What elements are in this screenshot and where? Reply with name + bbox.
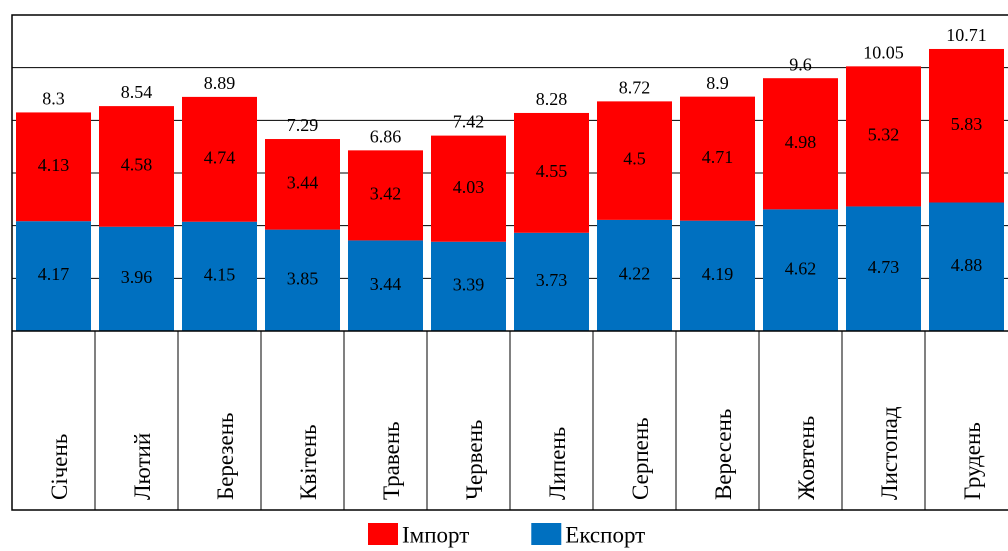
value-label: 3.44 (370, 274, 402, 294)
category-label: Квітень (296, 424, 321, 500)
value-label: 3.73 (536, 270, 568, 290)
legend-swatch (531, 523, 562, 545)
category-label: Березень (213, 413, 238, 501)
value-label: 3.96 (121, 267, 153, 287)
value-label: 4.5 (623, 149, 646, 169)
value-label: 3.44 (287, 172, 319, 192)
total-label: 7.42 (453, 112, 485, 132)
bar-segment (763, 209, 838, 331)
bar-segment (929, 48, 1004, 203)
value-label: 4.88 (951, 255, 983, 275)
bar-segment (763, 78, 838, 210)
bar-segment (431, 135, 506, 242)
bar-segment (846, 66, 921, 207)
bar-segment (265, 139, 340, 230)
bar-segment (929, 202, 1004, 331)
bar-segment (431, 241, 506, 331)
value-label: 4.15 (204, 264, 236, 284)
bar-segment (680, 220, 755, 331)
legend-label: Імпорт (402, 522, 469, 547)
bar-segment (265, 229, 340, 331)
category-label: Червень (462, 420, 487, 500)
value-label: 3.85 (287, 268, 319, 288)
category-label: Січень (47, 434, 72, 500)
total-label: 8.9 (706, 73, 729, 93)
bar-segment (182, 96, 257, 222)
bar-segment (348, 150, 423, 241)
value-label: 4.58 (121, 155, 153, 175)
category-label: Липень (545, 427, 570, 500)
category-label: Грудень (960, 422, 985, 500)
total-label: 8.28 (536, 89, 568, 109)
bar-segment (16, 221, 91, 331)
bar-segment (348, 240, 423, 331)
bar-segment (597, 101, 672, 220)
bar-segment (514, 232, 589, 331)
bar-segment (597, 219, 672, 331)
bar-segment (182, 221, 257, 331)
value-label: 4.17 (38, 264, 70, 284)
value-label: 3.42 (370, 184, 402, 204)
value-label: 4.71 (702, 147, 734, 167)
value-label: 4.55 (536, 161, 568, 181)
category-label: Травень (379, 421, 404, 500)
category-label: Серпень (628, 417, 653, 500)
total-label: 8.89 (204, 73, 236, 93)
total-label: 7.29 (287, 115, 319, 135)
total-label: 9.6 (789, 54, 812, 74)
category-label: Лютий (130, 433, 155, 500)
legend-label: Експорт (565, 522, 645, 547)
total-label: 6.86 (370, 126, 402, 146)
category-label: Листопад (877, 406, 902, 500)
total-label: 10.71 (946, 25, 987, 45)
bar-segment (99, 226, 174, 331)
category-label: Вересень (711, 409, 736, 500)
total-label: 8.54 (121, 82, 153, 102)
bar-segment (16, 112, 91, 222)
legend-swatch (368, 523, 398, 545)
value-label: 5.32 (868, 125, 900, 145)
total-label: 10.05 (863, 42, 904, 62)
legend: Імпорт Експорт (368, 522, 645, 547)
bar-segment (846, 206, 921, 331)
value-label: 4.13 (38, 155, 70, 175)
value-label: 4.73 (868, 257, 900, 277)
value-label: 4.22 (619, 264, 651, 284)
value-label: 4.98 (785, 132, 817, 152)
total-label: 8.3 (42, 89, 65, 109)
bar-segment (680, 96, 755, 221)
category-label: Жовтень (794, 416, 819, 500)
bar-segment (99, 106, 174, 227)
value-label: 5.83 (951, 114, 983, 134)
value-label: 3.39 (453, 274, 485, 294)
total-label: 8.72 (619, 77, 651, 97)
value-label: 4.19 (702, 264, 734, 284)
frame (11, 14, 1008, 511)
value-label: 4.74 (204, 147, 236, 167)
bar-segment (514, 112, 589, 233)
value-label: 4.03 (453, 177, 485, 197)
value-label: 4.62 (785, 258, 817, 278)
